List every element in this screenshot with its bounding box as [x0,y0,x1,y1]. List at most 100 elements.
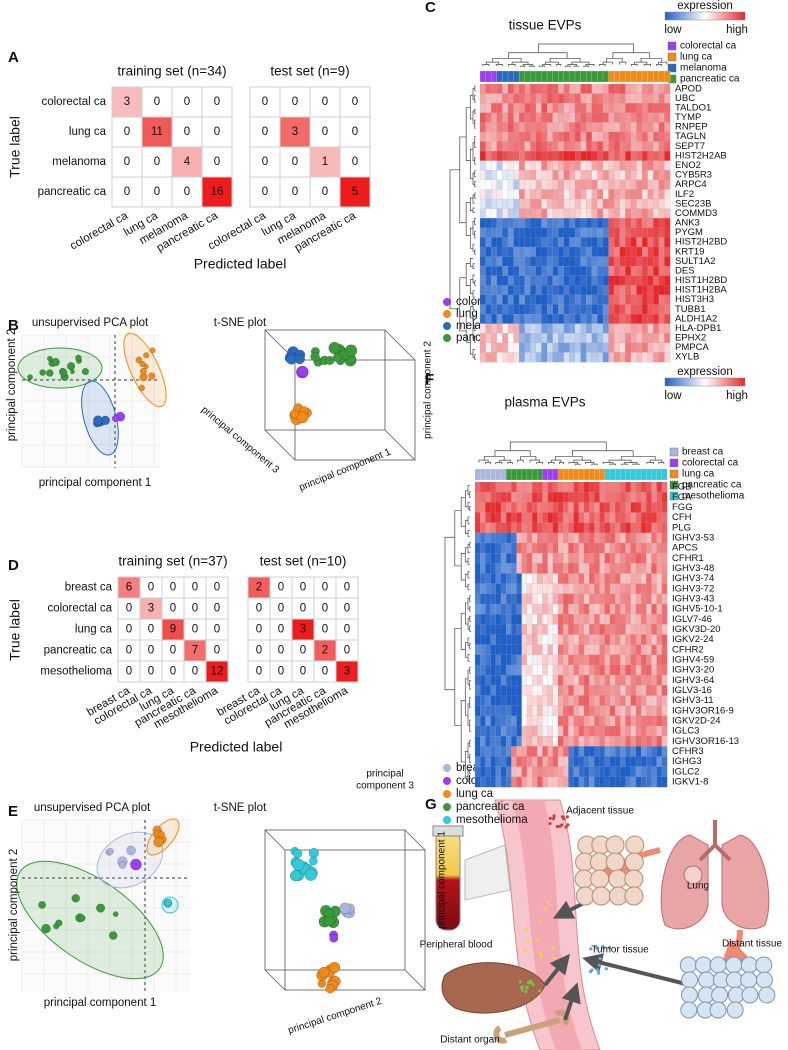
heat-cell [506,736,512,747]
heat-cell [474,664,481,676]
heat-cell [530,141,537,152]
heat-cell [541,285,548,296]
gene-label: FGG [672,502,693,513]
heat-cell [630,624,637,635]
heat-cell [569,83,576,94]
heat-cell [580,170,587,181]
heat-cell [500,695,507,706]
heat-cell [658,285,665,296]
heat-cell [586,313,593,324]
dendrogram [472,87,475,100]
heat-cell [500,593,507,605]
class-bar [569,70,576,83]
heat-cell [495,736,502,747]
heat-cell [647,304,654,315]
heat-cell [542,614,548,625]
heat-cell [485,342,492,353]
heat-cell [620,542,626,554]
heat-cell [558,333,565,344]
heat-cell [594,766,600,778]
heat-cell [568,725,574,737]
heat-cell [490,766,497,778]
heat-cell [541,313,548,324]
heat-cell [630,664,637,676]
heat-cell [569,227,576,238]
heat-cell [491,151,498,161]
heat-cell [485,352,492,363]
heat-cell [604,502,611,513]
heat-cell [640,522,647,534]
heat-cell [480,512,486,523]
heat-cell [563,715,569,727]
heat-cell [594,654,600,666]
heat-cell [490,756,497,767]
heat-cell [568,583,574,595]
heat-cell [619,122,626,133]
heat-cell [541,131,548,142]
heat-cell [521,715,528,727]
heat-cell [491,141,498,152]
heat-cell [656,563,663,574]
heat-cell [615,481,621,493]
heat-cell [495,654,502,666]
heat-cell [532,644,538,656]
heat-cell [542,725,548,737]
heat-cell [597,333,604,344]
heat-cell [625,112,632,123]
dendrogram [472,142,475,161]
cell-value: 0 [214,624,220,636]
class-bar [521,468,528,481]
heat-cell [495,583,502,595]
cell-value: 0 [322,666,328,678]
heat-cell [583,542,590,554]
dendrogram [465,310,471,343]
heat-cell [485,756,491,767]
gene-label: IGLC2 [672,766,699,777]
heat-cell [609,492,616,503]
heat-cell [640,664,647,676]
heat-cell [521,593,528,605]
heat-cell [485,198,492,209]
dendrogram [474,85,476,91]
class-bar [531,468,538,481]
heat-cell [578,695,585,706]
heat-cell [656,715,663,727]
scatter-point [130,858,142,871]
dendrogram [520,65,526,68]
heat-cell [535,266,542,276]
heat-cell [630,776,637,788]
gene-label: IGLV3-16 [672,685,712,696]
heat-cell [609,746,616,757]
heat-cell [537,593,543,605]
heat-cell [625,275,632,286]
heat-cell [589,522,595,534]
heat-cell [495,573,502,584]
heat-cell [586,83,593,94]
heat-cell [651,715,657,727]
heat-cell [524,313,531,324]
heat-cell [547,695,554,706]
heat-cell [535,141,542,152]
heat-cell [651,756,657,767]
heat-cell [546,103,553,114]
heat-cell [491,198,498,209]
heat-cell [496,93,503,104]
heat-cell [479,189,486,200]
heat-cell [532,563,538,574]
heat-cell [516,695,522,706]
heat-cell [619,160,626,171]
heat-cell [490,654,497,666]
heat-cell [608,103,615,114]
heat-cell [615,502,621,513]
heat-cell [647,189,654,200]
heat-cell [630,593,637,605]
heat-cell [574,198,581,209]
heat-cell [630,304,637,315]
dendrogram [469,666,471,674]
heat-cell [604,705,611,717]
heat-cell [635,593,642,605]
heat-cell [574,189,581,200]
heat-cell [630,522,637,534]
scatter-point [47,355,53,362]
particle [538,951,542,955]
